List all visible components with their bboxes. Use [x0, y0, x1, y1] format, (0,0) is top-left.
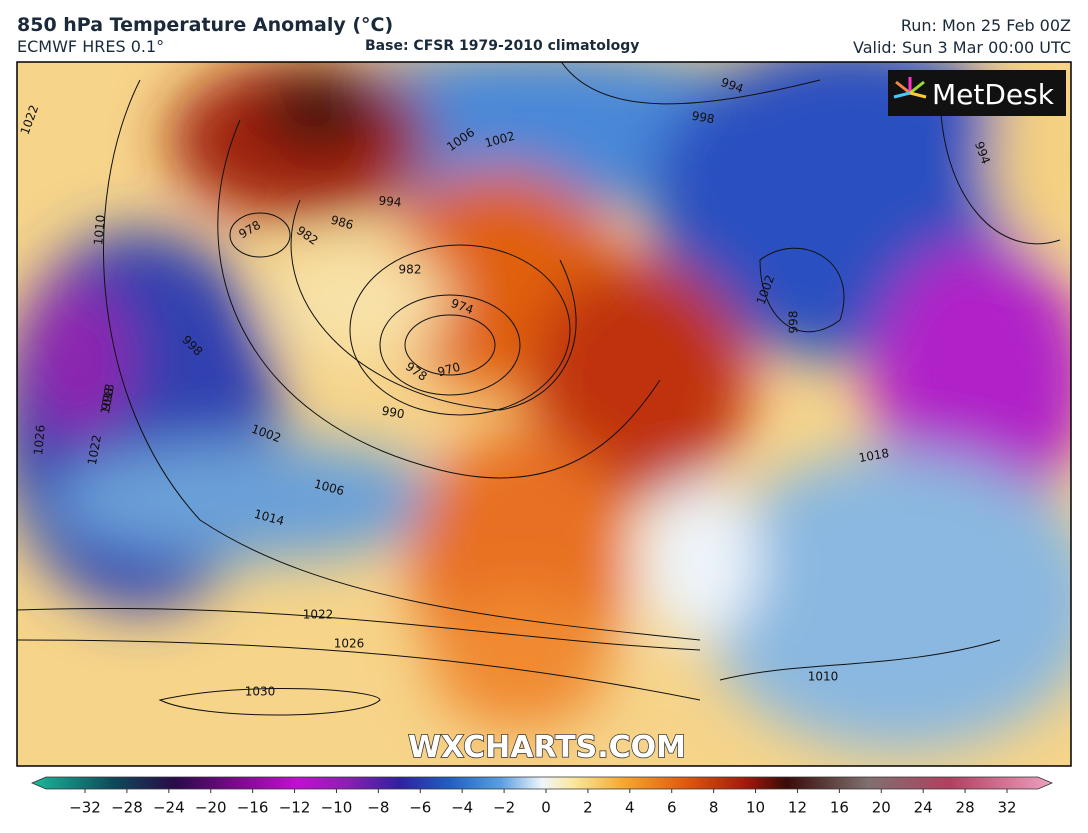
colorbar-label: 20	[872, 799, 891, 817]
colorbar-label: −10	[321, 799, 353, 817]
isobar-label: 994	[378, 194, 402, 210]
colorbar-label: −28	[111, 799, 143, 817]
colorbar-label: −32	[69, 799, 101, 817]
colorbar-label: 2	[583, 799, 593, 817]
colorbar-label: 16	[830, 799, 849, 817]
title: 850 hPa Temperature Anomaly (°C)	[17, 14, 394, 36]
isobar-label: 998	[99, 386, 117, 411]
isobar-label: 1018	[858, 446, 891, 465]
colorbar	[30, 776, 1054, 790]
map-frame	[16, 61, 1072, 767]
isobar-label: 1018	[98, 383, 117, 416]
logo-icon	[893, 77, 927, 99]
colorbar-label: −8	[367, 799, 389, 817]
colorbar-label: −12	[279, 799, 311, 817]
colorbar-label: −6	[409, 799, 431, 817]
logo-box	[888, 70, 1066, 116]
run: Run: Mon 25 Feb 00Z	[900, 16, 1071, 35]
logo: MetDesk	[932, 78, 1055, 111]
colorbar-label: 12	[788, 799, 807, 817]
isobar-label: 998	[691, 109, 716, 127]
isobar-label: 998	[787, 311, 801, 334]
colorbar-label: −24	[153, 799, 185, 817]
isobar-label: 990	[381, 404, 406, 422]
colorbar-label: 10	[746, 799, 765, 817]
isobar-label: 1022	[303, 608, 334, 622]
watermark: WXCHARTS.COM	[408, 730, 686, 765]
isobar-label: 1022	[85, 434, 104, 467]
colorbar-label: 0	[541, 799, 551, 817]
colorbar-label: −20	[195, 799, 227, 817]
colorbar-label: 32	[997, 799, 1016, 817]
colorbar-label: 28	[956, 799, 975, 817]
valid: Valid: Sun 3 Mar 00:00 UTC	[852, 38, 1071, 57]
colorbar-label: 6	[667, 799, 677, 817]
base: Base: CFSR 1979-2010 climatology	[365, 38, 640, 54]
colorbar-label: −16	[237, 799, 269, 817]
isobar-label: 1030	[245, 685, 276, 699]
isobar-label: 970	[436, 360, 462, 379]
isobar-label: 1010	[91, 214, 108, 246]
isobar-label: 1010	[808, 670, 839, 684]
colorbar-label: −2	[493, 799, 515, 817]
colorbar-label: 8	[709, 799, 719, 817]
colorbar-label: 24	[914, 799, 933, 817]
model: ECMWF HRES 0.1°	[17, 37, 165, 56]
colorbar-label: −4	[451, 799, 473, 817]
isobar-label: 1026	[31, 424, 48, 456]
isobar-label: 1026	[334, 637, 365, 651]
isobar-label: 982	[399, 263, 422, 277]
isobar-label: 986	[329, 213, 355, 232]
anomaly-field	[17, 62, 1071, 766]
colorbar-label: 4	[625, 799, 635, 817]
